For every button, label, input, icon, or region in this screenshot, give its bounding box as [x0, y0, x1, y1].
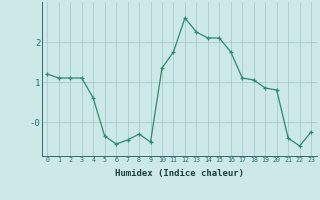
X-axis label: Humidex (Indice chaleur): Humidex (Indice chaleur)	[115, 169, 244, 178]
